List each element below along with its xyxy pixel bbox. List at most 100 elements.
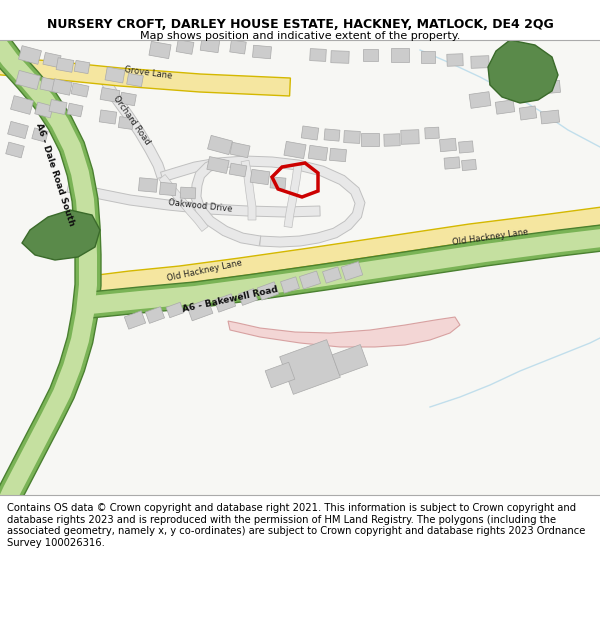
Polygon shape <box>284 164 302 228</box>
Polygon shape <box>544 81 560 94</box>
Polygon shape <box>160 182 176 196</box>
Polygon shape <box>238 289 257 306</box>
Polygon shape <box>56 58 74 72</box>
Polygon shape <box>49 99 67 114</box>
Polygon shape <box>161 156 365 247</box>
Polygon shape <box>469 92 491 108</box>
Polygon shape <box>180 187 196 199</box>
Polygon shape <box>0 34 97 509</box>
Polygon shape <box>149 41 171 59</box>
Polygon shape <box>74 61 90 74</box>
Polygon shape <box>230 142 250 158</box>
Polygon shape <box>308 145 328 161</box>
Polygon shape <box>488 40 558 103</box>
Polygon shape <box>89 224 600 318</box>
Polygon shape <box>6 142 24 158</box>
Polygon shape <box>52 79 72 95</box>
Polygon shape <box>421 51 435 63</box>
Polygon shape <box>35 102 53 118</box>
Polygon shape <box>341 261 363 281</box>
Polygon shape <box>0 32 101 511</box>
Polygon shape <box>324 129 340 141</box>
Polygon shape <box>119 92 136 106</box>
Polygon shape <box>32 128 48 142</box>
Polygon shape <box>257 282 278 300</box>
Polygon shape <box>99 110 117 124</box>
Polygon shape <box>331 51 349 63</box>
Polygon shape <box>270 177 286 189</box>
Polygon shape <box>332 344 368 376</box>
Polygon shape <box>16 71 40 89</box>
Polygon shape <box>40 78 60 92</box>
Polygon shape <box>299 271 320 289</box>
Polygon shape <box>145 307 164 323</box>
Polygon shape <box>89 228 600 314</box>
Polygon shape <box>187 299 213 321</box>
Polygon shape <box>458 141 473 153</box>
Polygon shape <box>166 302 184 318</box>
Polygon shape <box>281 277 299 293</box>
Text: A6 - Dale Road South: A6 - Dale Road South <box>34 122 76 228</box>
Polygon shape <box>444 157 460 169</box>
Polygon shape <box>67 182 320 217</box>
Polygon shape <box>100 88 120 103</box>
Text: Contains OS data © Crown copyright and database right 2021. This information is : Contains OS data © Crown copyright and d… <box>7 503 586 548</box>
Polygon shape <box>127 73 143 87</box>
Polygon shape <box>8 121 28 139</box>
Polygon shape <box>440 138 457 152</box>
Polygon shape <box>105 67 125 83</box>
Polygon shape <box>518 76 538 90</box>
Text: Oakwood Drive: Oakwood Drive <box>167 198 232 214</box>
Polygon shape <box>214 294 236 312</box>
Polygon shape <box>71 83 89 97</box>
Polygon shape <box>280 339 340 394</box>
Polygon shape <box>495 100 515 114</box>
Polygon shape <box>22 210 100 260</box>
Polygon shape <box>425 127 439 139</box>
Polygon shape <box>447 54 463 66</box>
Polygon shape <box>207 157 229 173</box>
Polygon shape <box>361 132 379 146</box>
Text: Grove Lane: Grove Lane <box>124 65 173 81</box>
Polygon shape <box>67 103 83 117</box>
Polygon shape <box>250 169 270 185</box>
Polygon shape <box>191 158 261 246</box>
Polygon shape <box>301 126 319 140</box>
Polygon shape <box>461 159 476 171</box>
Polygon shape <box>118 117 134 129</box>
Polygon shape <box>265 362 295 388</box>
Text: Old Hackney Lane: Old Hackney Lane <box>167 259 244 283</box>
Polygon shape <box>329 148 346 162</box>
Polygon shape <box>344 131 361 143</box>
Polygon shape <box>323 267 341 283</box>
Polygon shape <box>124 311 146 329</box>
Text: Orchard Road: Orchard Road <box>112 94 152 146</box>
Polygon shape <box>139 177 158 192</box>
Polygon shape <box>362 49 377 61</box>
Polygon shape <box>519 106 537 120</box>
Polygon shape <box>488 69 512 85</box>
Text: NURSERY CROFT, DARLEY HOUSE ESTATE, HACKNEY, MATLOCK, DE4 2QG: NURSERY CROFT, DARLEY HOUSE ESTATE, HACK… <box>47 18 553 31</box>
Polygon shape <box>89 206 600 294</box>
Polygon shape <box>176 40 194 54</box>
Polygon shape <box>253 45 271 59</box>
Polygon shape <box>391 48 409 62</box>
Polygon shape <box>0 56 290 96</box>
Polygon shape <box>101 78 167 179</box>
Polygon shape <box>384 134 400 146</box>
Polygon shape <box>43 52 61 68</box>
Polygon shape <box>230 40 246 54</box>
Polygon shape <box>541 110 560 124</box>
Text: A6 - Bakewell Road: A6 - Bakewell Road <box>181 284 278 314</box>
Polygon shape <box>19 46 41 64</box>
Polygon shape <box>284 141 306 159</box>
Polygon shape <box>310 49 326 61</box>
Polygon shape <box>241 160 256 220</box>
Text: Map shows position and indicative extent of the property.: Map shows position and indicative extent… <box>140 31 460 41</box>
Polygon shape <box>159 174 208 231</box>
Polygon shape <box>229 163 247 177</box>
Polygon shape <box>228 317 460 347</box>
Polygon shape <box>11 96 34 114</box>
Polygon shape <box>208 136 232 154</box>
Polygon shape <box>471 56 489 68</box>
